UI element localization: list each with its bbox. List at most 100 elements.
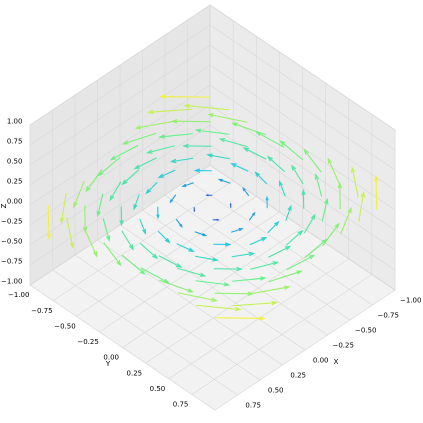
arrow: [205, 194, 213, 197]
arrow: [291, 164, 304, 185]
arrow: [195, 255, 219, 262]
arrow: [321, 197, 329, 222]
grid-line: [191, 274, 373, 395]
grid-line: [209, 144, 396, 271]
arrow: [145, 181, 158, 195]
y-tick-label: 0.25: [127, 369, 143, 377]
arrow: [156, 206, 160, 220]
arrow: [139, 218, 147, 236]
y-tick-label: 0.50: [150, 385, 166, 393]
y-tick-label: −0.50: [54, 322, 75, 330]
arrow: [340, 206, 352, 234]
arrow: [265, 195, 269, 209]
arrow: [145, 145, 175, 154]
arrow: [249, 236, 268, 246]
grid-line: [122, 227, 303, 348]
z-tick-label: 0.00: [7, 197, 23, 205]
arrow: [304, 238, 328, 259]
grid-line: [209, 44, 396, 171]
grid-line: [209, 124, 396, 251]
z-tick-label: 0.50: [7, 157, 23, 165]
grid-line: [76, 196, 257, 317]
arrow: [303, 213, 316, 234]
arrow: [193, 207, 196, 213]
arrow: [230, 163, 249, 172]
arrow: [206, 153, 230, 160]
z-tick-label: 0.75: [7, 137, 23, 145]
arrow: [358, 190, 366, 222]
x-tick-label: −1.00: [400, 297, 421, 305]
arrow: [59, 193, 67, 225]
arrow: [102, 218, 111, 242]
grid-line: [145, 242, 326, 364]
z-axis-label: Z: [0, 203, 8, 208]
y-tick-label: −0.75: [31, 307, 52, 315]
arrow: [73, 181, 85, 209]
arrow: [103, 242, 122, 267]
grid-line: [29, 104, 211, 226]
arrow: [121, 254, 146, 275]
arrow: [213, 266, 243, 272]
grid-line: [29, 4, 211, 126]
grid-line: [209, 64, 396, 191]
arrow: [109, 144, 139, 161]
y-tick-label: −1.00: [8, 291, 29, 299]
x-tick-label: 0.50: [268, 387, 284, 395]
arrow: [212, 218, 220, 221]
grid-line: [209, 4, 396, 131]
arrow: [250, 261, 280, 270]
arrow: [194, 231, 208, 237]
arrow: [159, 94, 211, 99]
arrow: [217, 178, 231, 184]
arrow: [255, 131, 285, 148]
arrow: [196, 304, 242, 312]
grid-line: [209, 24, 396, 151]
z-tick-label: −0.75: [1, 257, 22, 265]
arrow: [109, 181, 122, 202]
arrow: [181, 182, 194, 187]
grid-line: [29, 124, 211, 246]
arrow: [242, 147, 267, 160]
grid-line: [52, 180, 234, 301]
arrow: [231, 251, 256, 258]
y-tick-label: −0.25: [77, 338, 98, 346]
arrow: [146, 108, 193, 115]
arrow: [248, 211, 256, 221]
grid-line: [209, 164, 396, 291]
arrow: [254, 171, 268, 185]
arrow: [158, 133, 193, 139]
arrow: [121, 230, 134, 251]
arrow: [231, 228, 244, 233]
y-axis-label: Y: [105, 360, 111, 368]
arrow: [232, 276, 267, 282]
arrow: [207, 113, 248, 123]
grid-line: [209, 84, 396, 211]
z-tick-label: −0.25: [1, 217, 22, 225]
arrow: [157, 230, 171, 244]
arrow: [134, 120, 175, 130]
arrow: [170, 119, 211, 124]
arrow: [182, 143, 212, 149]
arrow: [286, 254, 316, 271]
arrow: [158, 255, 183, 268]
arrow: [177, 267, 207, 277]
arrow: [85, 168, 103, 193]
arrow: [242, 187, 250, 197]
z-tick-label: 0.25: [7, 177, 23, 185]
arrow: [250, 285, 291, 295]
arrow: [337, 181, 343, 210]
arrow: [303, 148, 322, 173]
arrow: [195, 280, 231, 287]
z-tick-label: 1.00: [7, 117, 23, 125]
arrow: [193, 168, 212, 173]
y-tick-label: 0.75: [173, 401, 189, 409]
arrow: [194, 128, 230, 135]
arrow: [46, 205, 52, 240]
arrow: [169, 157, 194, 164]
arrow: [176, 243, 195, 252]
grid-line: [29, 64, 211, 186]
arrow: [213, 242, 232, 247]
grid-line: [29, 24, 211, 146]
x-tick-label: −0.50: [355, 327, 376, 335]
